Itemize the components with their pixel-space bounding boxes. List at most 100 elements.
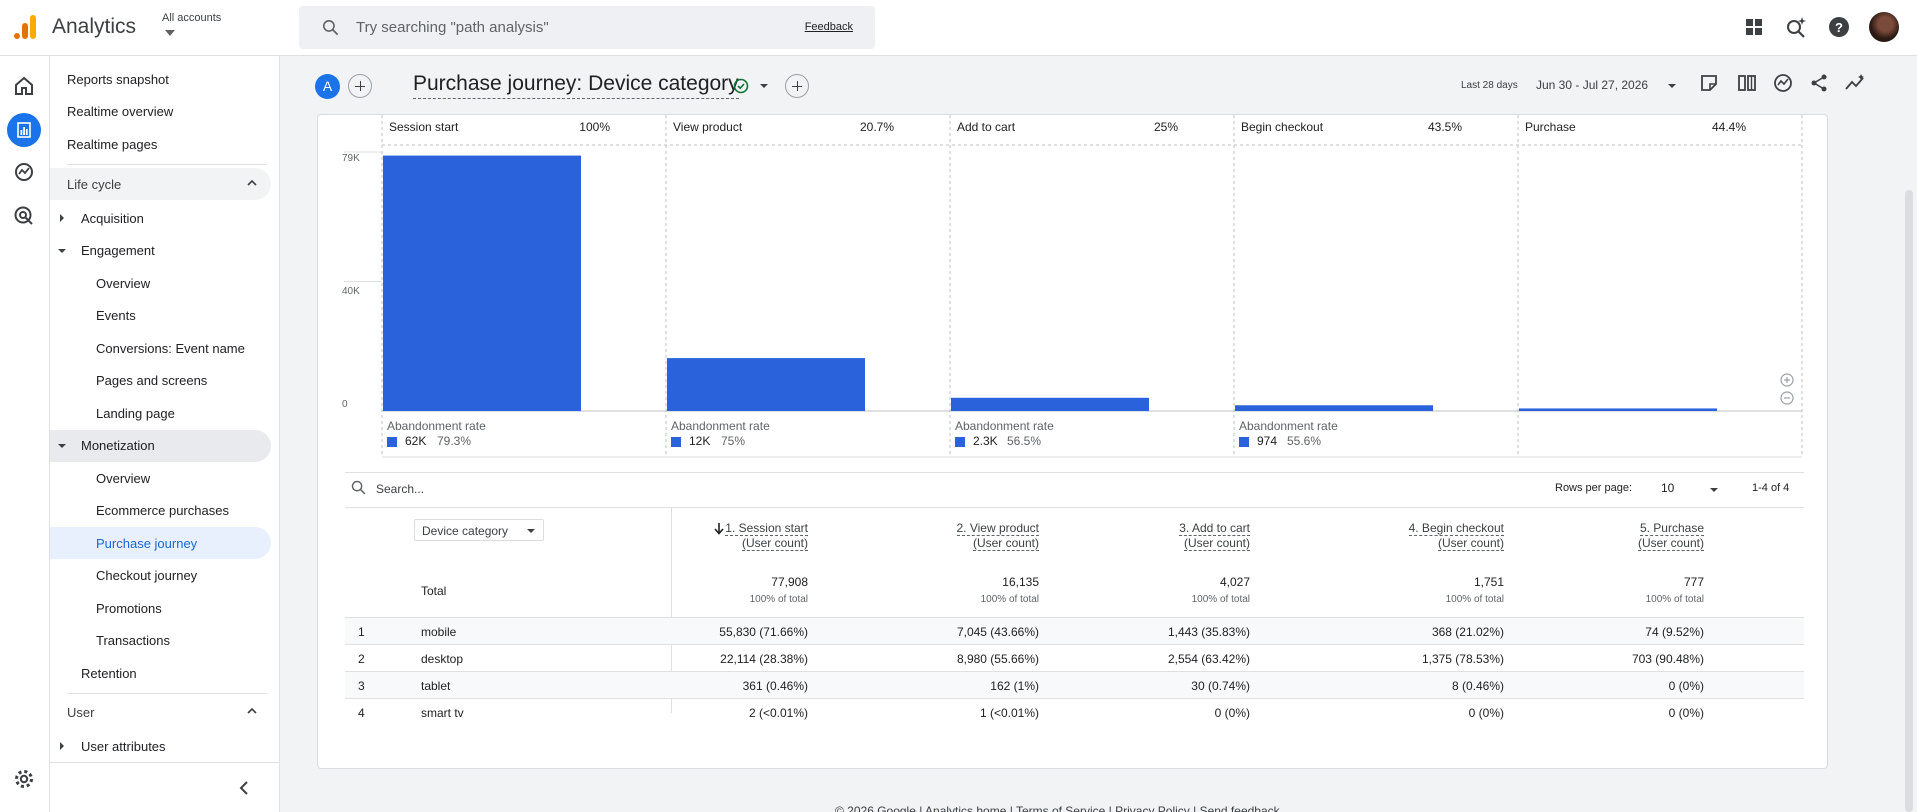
chevron-up-icon[interactable] (247, 179, 257, 187)
date-range-label: Last 28 days (1461, 80, 1518, 91)
step-completion-rate: 100% (579, 120, 610, 134)
total-value: 1,751 (1473, 575, 1504, 589)
rows-per-page-caret-icon[interactable] (1710, 488, 1718, 492)
add-comparison-button[interactable] (348, 74, 372, 98)
explore-icon[interactable] (12, 160, 36, 184)
nav-section-user[interactable]: User (50, 696, 271, 728)
edit-report-icon[interactable] (1698, 72, 1720, 94)
help-icon[interactable]: ? (1826, 14, 1852, 40)
expand-user-attributes-icon[interactable] (60, 742, 64, 750)
row-dimension: tablet (421, 679, 451, 693)
column-header-purchase[interactable]: 5. Purchase (User count) (1524, 521, 1704, 551)
date-range-caret-icon[interactable] (1668, 84, 1676, 88)
row-index: 4 (358, 706, 365, 720)
row-value: 162 (1%) (990, 679, 1039, 693)
share-icon[interactable] (1808, 72, 1830, 94)
table-row[interactable]: 3 tablet 361 (0.46%) 162 (1%) 30 (0.74%)… (345, 671, 1804, 698)
nav-landing-page[interactable]: Landing page (96, 406, 175, 421)
step-name: View product (673, 120, 743, 134)
collapse-engagement-icon[interactable] (58, 249, 66, 253)
nav-retention[interactable]: Retention (81, 666, 137, 681)
global-search[interactable]: Try searching "path analysis" Feedback (299, 6, 875, 49)
nav-user-attributes[interactable]: User attributes (81, 739, 166, 754)
nav-monetization-overview[interactable]: Overview (96, 471, 151, 486)
row-value: 361 (0.46%) (742, 679, 808, 693)
nav-divider (67, 164, 267, 165)
column-metric: (User count) (741, 536, 808, 551)
total-value: 777 (1683, 575, 1704, 589)
rows-per-page-select[interactable]: 10 (1661, 481, 1675, 495)
column-header-begin-checkout[interactable]: 4. Begin checkout (User count) (1324, 521, 1504, 551)
table-search-input[interactable]: Search... (376, 482, 425, 496)
comparison-avatar[interactable]: A (315, 74, 340, 99)
page-scrollbar[interactable] (1905, 190, 1913, 812)
nav-acquisition[interactable]: Acquisition (81, 211, 144, 226)
admin-settings-icon[interactable] (12, 767, 36, 791)
title-dropdown-icon[interactable] (760, 84, 768, 88)
compare-columns-icon[interactable] (1736, 72, 1758, 94)
search-icon (322, 19, 339, 36)
column-header-session-start[interactable]: 1. Session start (User count) (628, 521, 808, 551)
dimension-caret-icon[interactable] (527, 529, 535, 533)
nav-purchase-journey[interactable]: Purchase journey (96, 536, 198, 551)
row-value: 0 (0%) (1668, 706, 1704, 720)
nav-engagement[interactable]: Engagement (81, 243, 155, 258)
nav-engagement-overview[interactable]: Overview (96, 276, 151, 291)
table-row[interactable]: 2 desktop 22,114 (28.38%) 8,980 (55.66%)… (345, 644, 1804, 671)
abandonment-rate: 55.6% (1287, 434, 1322, 448)
collapse-sidebar-icon[interactable] (238, 781, 250, 795)
zoom-in-icon[interactable] (1780, 373, 1794, 387)
row-index: 3 (358, 679, 365, 693)
row-value: 368 (21.02%) (1431, 625, 1504, 639)
feedback-link[interactable]: Feedback (804, 21, 853, 33)
home-icon[interactable] (12, 74, 36, 98)
nav-monetization-row[interactable] (50, 430, 271, 462)
user-avatar[interactable] (1869, 12, 1899, 42)
abandonment-count: 12K (689, 434, 711, 448)
account-caret-icon[interactable] (165, 30, 175, 36)
column-metric: (User count) (1637, 536, 1704, 551)
collapse-monetization-icon[interactable] (58, 444, 66, 448)
nav-pages-screens[interactable]: Pages and screens (96, 373, 208, 388)
nav-transactions[interactable]: Transactions (96, 633, 170, 648)
analytics-logo-icon[interactable] (12, 14, 38, 40)
search-input[interactable]: Try searching "path analysis" (356, 19, 549, 36)
abandonment-count: 974 (1257, 434, 1278, 448)
app-brand: Analytics (52, 15, 137, 38)
nav-promotions[interactable]: Promotions (96, 601, 162, 616)
page-title[interactable]: Purchase journey: Device category (413, 72, 739, 99)
advertising-icon[interactable] (12, 204, 36, 228)
column-header-add-to-cart[interactable]: 3. Add to cart (User count) (1070, 521, 1250, 551)
nav-realtime-pages[interactable]: Realtime pages (67, 137, 158, 152)
date-range-picker[interactable]: Jun 30 - Jul 27, 2026 (1536, 78, 1649, 92)
row-value: 2 (<0.01%) (748, 706, 808, 720)
search-insights-icon[interactable] (1783, 14, 1809, 40)
nav-section-lifecycle[interactable]: Life cycle (50, 168, 271, 200)
row-value: 0 (0%) (1468, 706, 1504, 720)
legend-swatch (387, 437, 397, 447)
nav-ecommerce-purchases[interactable]: Ecommerce purchases (96, 503, 229, 518)
trend-insights-icon[interactable] (1844, 72, 1866, 94)
table-row[interactable]: 4 smart tv 2 (<0.01%) 1 (<0.01%) 0 (0%) … (345, 698, 1804, 725)
nav-events[interactable]: Events (96, 308, 136, 323)
apps-grid-icon[interactable] (1741, 14, 1767, 40)
sort-descending-icon[interactable] (714, 522, 724, 535)
column-step-name: 1. Session start (725, 521, 808, 536)
nav-monetization[interactable]: Monetization (81, 438, 155, 453)
account-selector-label[interactable]: All accounts (162, 12, 222, 24)
column-header-view-product[interactable]: 2. View product (User count) (859, 521, 1039, 551)
nav-divider (67, 693, 267, 694)
dimension-selector[interactable]: Device category (414, 519, 544, 541)
table-row[interactable]: 1 mobile 55,830 (71.66%) 7,045 (43.66%) … (345, 617, 1804, 644)
zoom-out-icon[interactable] (1780, 391, 1794, 405)
chevron-up-icon[interactable] (247, 707, 257, 715)
nav-conversions[interactable]: Conversions: Event name (96, 341, 245, 356)
nav-checkout-journey[interactable]: Checkout journey (96, 568, 198, 583)
step-name: Purchase (1525, 120, 1576, 134)
expand-acquisition-icon[interactable] (60, 214, 64, 222)
reports-icon[interactable] (7, 113, 41, 147)
nav-realtime-overview[interactable]: Realtime overview (67, 104, 174, 119)
insights-icon[interactable] (1772, 72, 1794, 94)
add-button[interactable] (785, 74, 809, 98)
nav-reports-snapshot[interactable]: Reports snapshot (67, 72, 169, 87)
